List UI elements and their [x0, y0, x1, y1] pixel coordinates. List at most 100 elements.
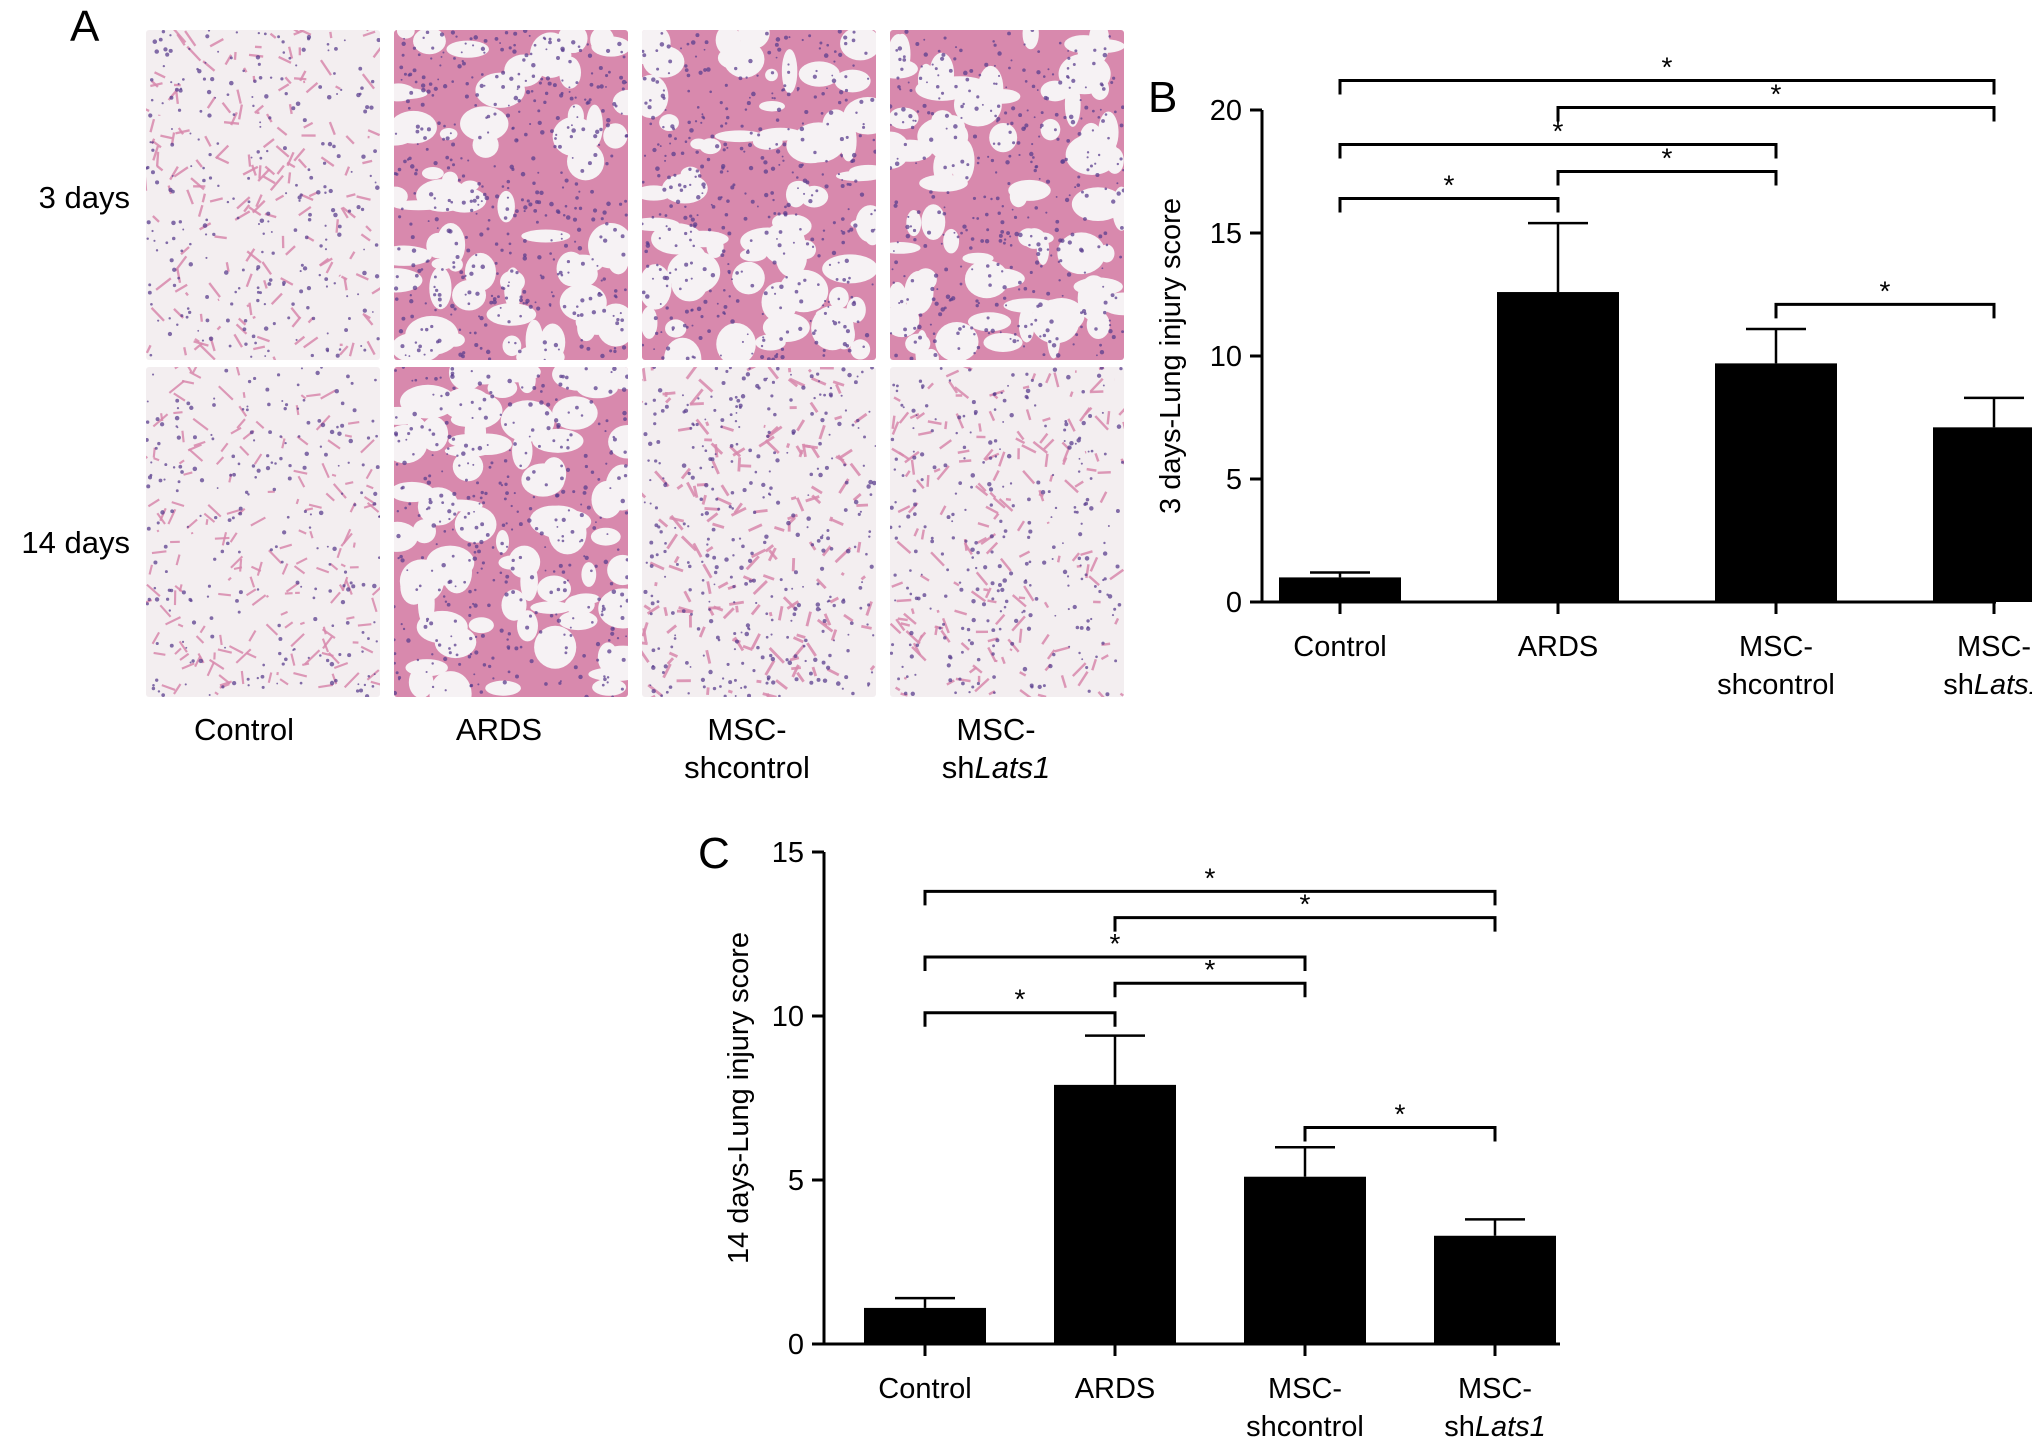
- nucleus: [687, 525, 690, 528]
- nucleus: [185, 646, 188, 649]
- septum: [998, 498, 1014, 512]
- y-tick-label: 15: [772, 837, 804, 869]
- septum: [248, 53, 264, 58]
- septum: [221, 101, 232, 114]
- nucleus: [867, 603, 871, 607]
- nucleus: [394, 297, 399, 301]
- nucleus: [912, 427, 915, 430]
- nucleus: [771, 92, 774, 95]
- nucleus: [398, 678, 401, 681]
- nucleus: [700, 513, 704, 516]
- septum: [293, 565, 306, 575]
- nucleus: [748, 165, 754, 171]
- nucleus: [446, 453, 449, 456]
- nucleus: [428, 428, 432, 432]
- nucleus: [943, 636, 947, 640]
- septum: [822, 621, 829, 627]
- nucleus: [164, 463, 168, 467]
- nucleus: [976, 161, 980, 165]
- nucleus: [546, 426, 551, 431]
- nucleus: [818, 47, 822, 50]
- nucleus: [1081, 190, 1084, 194]
- nucleus: [559, 445, 563, 449]
- nucleus: [924, 404, 929, 408]
- nucleus: [295, 101, 301, 106]
- nucleus: [168, 48, 173, 53]
- nucleus: [553, 145, 557, 149]
- nucleus: [350, 381, 354, 385]
- x-tick-label-prefix: shcontrol: [1246, 1411, 1364, 1443]
- nucleus: [933, 273, 939, 278]
- nucleus: [964, 508, 967, 512]
- nucleus: [244, 490, 249, 495]
- nucleus: [264, 355, 267, 357]
- nucleus: [862, 464, 865, 467]
- nucleus: [306, 305, 310, 310]
- nucleus: [938, 626, 942, 630]
- nucleus: [444, 600, 448, 603]
- nucleus: [146, 437, 149, 442]
- nucleus: [267, 220, 270, 223]
- nucleus: [452, 163, 456, 167]
- septum: [891, 447, 905, 457]
- nucleus: [844, 409, 848, 412]
- alveolus: [608, 425, 628, 459]
- nucleus: [873, 149, 876, 154]
- nucleus: [801, 122, 805, 125]
- septum: [752, 580, 768, 596]
- septum: [181, 662, 195, 670]
- septum: [1044, 453, 1049, 468]
- nucleus: [890, 651, 894, 655]
- nucleus: [284, 403, 289, 407]
- nucleus: [960, 116, 963, 120]
- septum: [181, 379, 195, 385]
- nucleus: [844, 480, 849, 485]
- nucleus: [477, 549, 481, 554]
- nucleus: [561, 570, 566, 574]
- nucleus: [318, 273, 321, 277]
- nucleus: [566, 386, 569, 390]
- septum: [175, 554, 181, 566]
- alveolus: [917, 63, 935, 97]
- septum: [206, 661, 215, 677]
- nucleus: [720, 196, 723, 199]
- septum: [329, 31, 333, 39]
- septum: [230, 111, 238, 126]
- septum: [832, 380, 845, 387]
- nucleus: [862, 123, 865, 126]
- septum: [256, 335, 270, 343]
- septum: [277, 83, 290, 92]
- nucleus: [397, 557, 400, 560]
- nucleus: [1095, 655, 1098, 659]
- nucleus: [169, 34, 172, 37]
- nucleus: [968, 690, 971, 694]
- nucleus: [452, 265, 456, 269]
- nucleus: [409, 294, 412, 297]
- nucleus: [919, 452, 925, 457]
- nucleus: [738, 405, 742, 409]
- nucleus: [439, 493, 444, 498]
- nucleus: [1080, 248, 1084, 253]
- nucleus: [426, 620, 429, 623]
- nucleus: [519, 314, 522, 318]
- nucleus: [768, 470, 771, 473]
- nucleus: [398, 329, 404, 334]
- nucleus: [850, 295, 854, 299]
- nucleus: [593, 134, 598, 139]
- nucleus: [600, 353, 605, 359]
- nucleus: [690, 40, 696, 45]
- nucleus: [1005, 86, 1008, 89]
- septum: [276, 126, 288, 136]
- micrograph-ards-14-days: [394, 367, 628, 697]
- nucleus: [1052, 652, 1056, 657]
- septum: [1022, 385, 1030, 390]
- nucleus: [679, 47, 683, 50]
- nucleus: [1017, 324, 1020, 328]
- septum: [371, 287, 380, 295]
- septum: [218, 385, 234, 401]
- nucleus: [1094, 327, 1098, 331]
- nucleus: [701, 560, 704, 564]
- nucleus: [723, 142, 728, 147]
- nucleus: [901, 474, 905, 477]
- nucleus: [516, 88, 519, 91]
